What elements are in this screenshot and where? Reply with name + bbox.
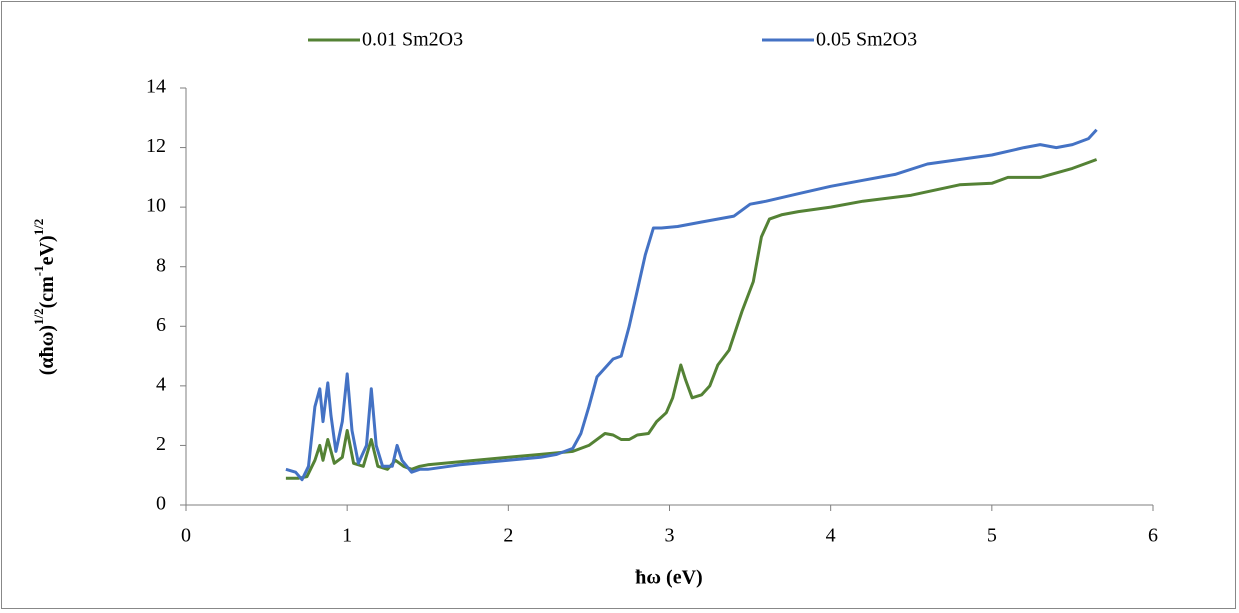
y-axis-label-part: -1: [31, 265, 46, 276]
y-axis-label-part: 1/2: [31, 219, 46, 236]
y-tick-label: 14: [146, 76, 166, 98]
x-axis-label: ħω (eV): [635, 567, 702, 589]
x-tick-label: 5: [987, 525, 997, 547]
line-series: [285, 128, 1098, 482]
y-axis-label: (αħω)1/2(cm-1eV)1/2: [31, 219, 57, 376]
y-tick-label: 6: [156, 314, 166, 336]
x-tick-label: 1: [342, 525, 352, 547]
y-axis-label-part: 1/2: [31, 308, 46, 325]
y-axis-label-part: (αħω): [36, 325, 58, 375]
x-tick-label: 0: [181, 525, 191, 547]
y-tick-label: 0: [156, 493, 166, 515]
legend-label: 0.05 Sm2O3: [816, 29, 917, 51]
x-tick-label: 4: [826, 525, 836, 547]
x-tick-label: 3: [665, 525, 675, 547]
y-axis-label-part: eV): [36, 235, 58, 265]
y-tick-label: 2: [156, 433, 166, 455]
x-tick-label: 2: [503, 525, 513, 547]
y-tick-label: 12: [146, 135, 166, 157]
legend-label: 0.01 Sm2O3: [362, 29, 463, 51]
x-tick-label: 6: [1148, 525, 1158, 547]
y-tick-label: 4: [156, 373, 166, 395]
y-tick-label: 8: [156, 254, 166, 276]
line-series: [285, 158, 1098, 480]
y-axis-label-part: (cm: [36, 276, 58, 309]
y-tick-label: 10: [146, 195, 166, 217]
